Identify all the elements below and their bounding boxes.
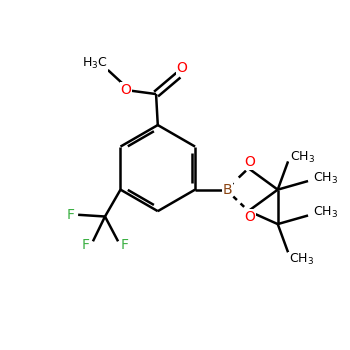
Text: F: F (66, 208, 75, 222)
Text: CH$_3$: CH$_3$ (313, 171, 338, 186)
Text: O: O (245, 210, 256, 224)
Text: F: F (81, 238, 89, 252)
Text: B: B (223, 183, 233, 197)
Text: O: O (176, 61, 187, 75)
Text: CH$_3$: CH$_3$ (313, 205, 338, 220)
Text: O: O (245, 155, 256, 169)
Text: H$_3$C: H$_3$C (82, 56, 107, 71)
Text: F: F (121, 238, 129, 252)
Text: O: O (121, 83, 132, 97)
Text: CH$_3$: CH$_3$ (289, 252, 314, 267)
Text: CH$_3$: CH$_3$ (290, 150, 315, 165)
